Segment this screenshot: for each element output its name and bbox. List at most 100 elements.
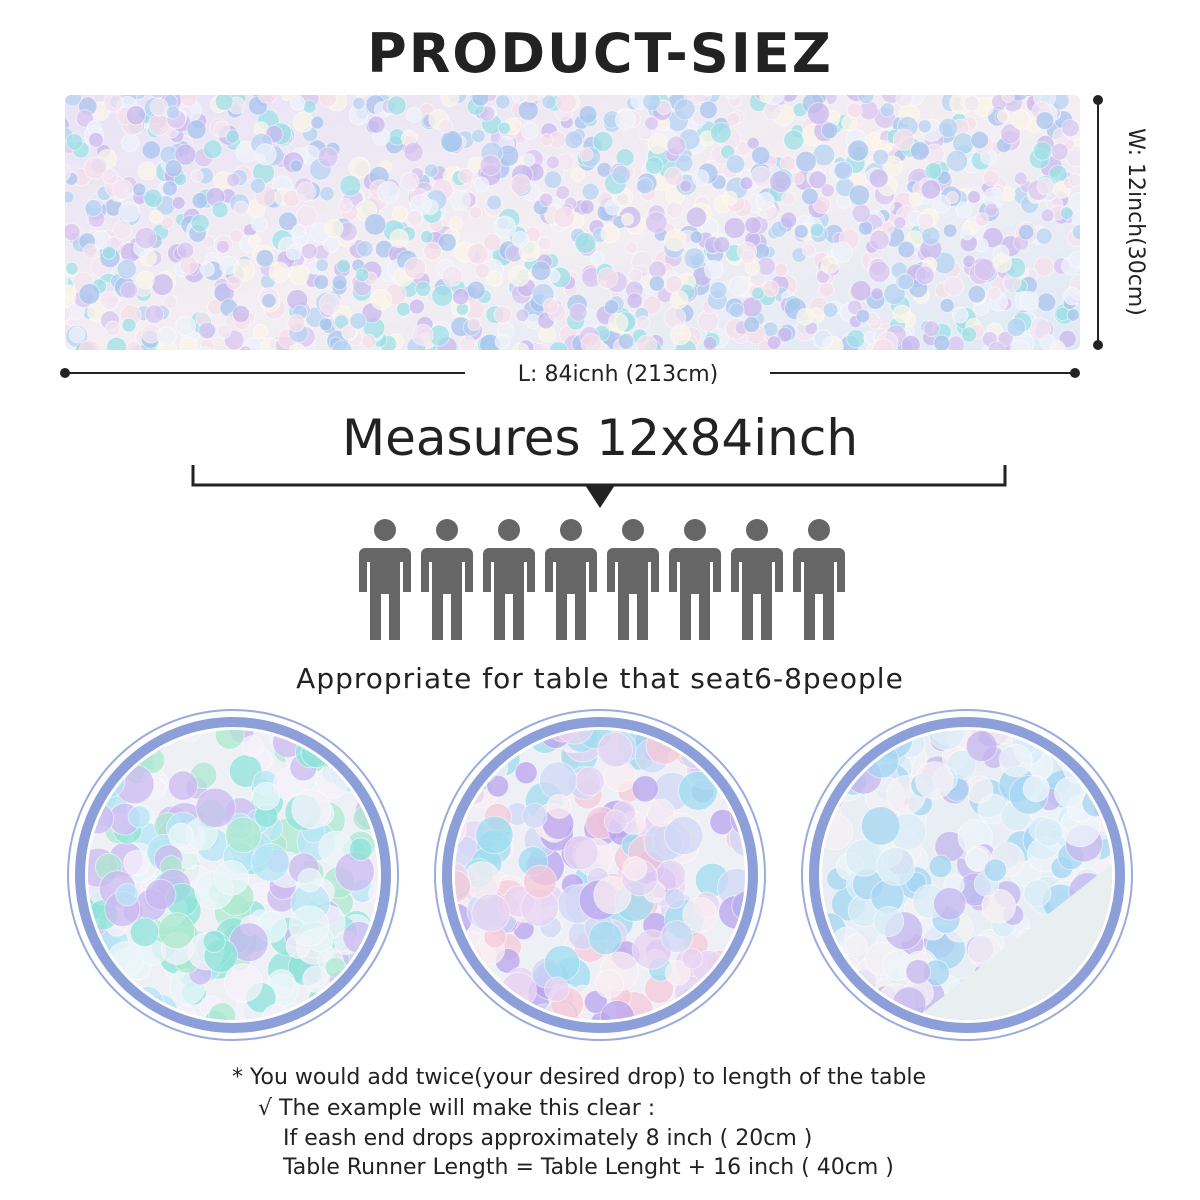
sequin <box>578 105 598 124</box>
sequin <box>921 226 941 246</box>
sequin <box>555 185 570 200</box>
sequin <box>620 212 634 226</box>
sequin <box>348 837 373 862</box>
sequin <box>1036 292 1057 313</box>
sequin <box>776 326 793 343</box>
sequin <box>87 119 102 135</box>
sequin <box>78 283 101 305</box>
sequin <box>1022 775 1050 803</box>
sequin <box>302 965 330 993</box>
sequin <box>78 339 101 350</box>
sequin <box>405 106 422 123</box>
sequin <box>148 209 164 224</box>
sequin <box>611 164 631 185</box>
sequin <box>143 188 163 208</box>
bracket <box>191 465 1007 508</box>
sequin <box>539 133 554 147</box>
sequin <box>872 148 890 166</box>
sequin <box>167 770 199 801</box>
sequin <box>369 737 378 761</box>
sequin <box>801 187 819 206</box>
sequin <box>851 203 872 224</box>
sequin <box>530 260 552 282</box>
sequin <box>144 304 165 325</box>
detail-circle <box>67 709 399 1041</box>
sequin <box>813 329 834 350</box>
sequin <box>486 270 504 287</box>
sequin <box>1013 171 1028 186</box>
sequin <box>100 988 124 1012</box>
sequin <box>923 320 941 338</box>
sequin <box>673 98 696 121</box>
sequin <box>400 171 420 191</box>
sequin <box>897 240 916 259</box>
sequin <box>967 285 987 304</box>
sequin <box>574 766 605 797</box>
sequin <box>482 232 502 252</box>
sequin <box>755 191 775 212</box>
sequin <box>119 281 138 300</box>
sequin <box>65 222 81 242</box>
note-line: √ The example will make this clear : <box>258 1096 655 1121</box>
sequin <box>112 220 133 240</box>
sequin <box>960 326 978 343</box>
sequin <box>750 165 773 188</box>
sequin <box>292 111 314 133</box>
sequin <box>151 273 174 296</box>
sequin <box>604 199 621 216</box>
sequin <box>508 264 531 287</box>
sequin <box>495 95 511 110</box>
sequin <box>538 761 578 800</box>
sequin <box>691 95 713 104</box>
sequin <box>313 274 330 290</box>
sequin <box>831 241 853 263</box>
sequin <box>461 742 489 770</box>
sequin <box>563 834 599 871</box>
sequin <box>970 130 989 150</box>
sequin <box>847 139 870 162</box>
sequin <box>497 121 512 135</box>
sequin <box>728 275 750 297</box>
sequin <box>983 858 1008 882</box>
sequin <box>315 258 329 273</box>
sequin <box>325 730 361 756</box>
sequin <box>65 133 84 151</box>
sequin <box>297 867 323 893</box>
sequin <box>88 131 104 148</box>
sequin <box>759 95 774 104</box>
sequin <box>773 262 789 278</box>
sequin <box>992 253 1013 274</box>
sequin <box>879 102 895 118</box>
sequin <box>291 789 332 830</box>
detail-circle <box>434 709 766 1041</box>
sequin <box>570 167 586 182</box>
sequin <box>820 121 839 140</box>
sequin <box>115 882 139 907</box>
sequin <box>467 317 482 332</box>
sequin <box>471 128 486 144</box>
sequin <box>701 95 715 97</box>
sequin <box>356 240 374 258</box>
sequin <box>723 216 746 239</box>
sequin <box>869 229 890 251</box>
sequin <box>1032 141 1053 161</box>
sequin <box>100 291 119 310</box>
sequin <box>617 333 635 350</box>
sequin <box>967 190 981 204</box>
sequin <box>1084 737 1107 760</box>
sequin <box>300 242 318 260</box>
sequin <box>199 261 216 277</box>
sequin <box>176 241 195 260</box>
sequin <box>455 1003 491 1020</box>
sequin <box>564 130 584 150</box>
person-icon <box>359 519 411 640</box>
sequin <box>226 274 242 291</box>
sequin <box>822 965 841 1001</box>
sequin <box>156 326 177 347</box>
sequin <box>857 95 875 105</box>
sequin <box>403 256 427 280</box>
sequin <box>118 200 141 223</box>
sequin <box>225 816 262 854</box>
sequin <box>822 302 839 318</box>
sequin <box>116 259 137 280</box>
